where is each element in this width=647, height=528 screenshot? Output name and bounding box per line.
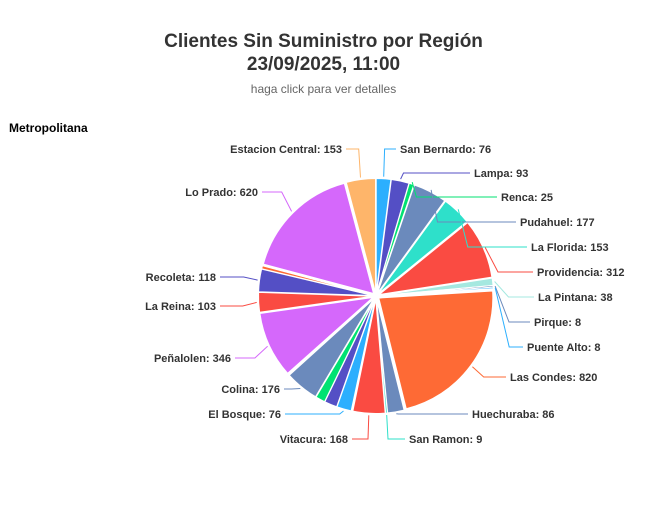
data-label-la-pintana: La Pintana: 38 [538, 292, 613, 304]
data-label-penalolen: Peñalolen: 346 [154, 353, 231, 365]
connector-lo-prado [262, 191, 293, 212]
connector-penalolen [235, 345, 268, 359]
data-label-el-bosque: El Bosque: 76 [208, 409, 281, 421]
connector-la-pintana [494, 281, 534, 298]
connector-el-bosque [285, 410, 344, 415]
pie-slice-san-ramon[interactable] [375, 299, 388, 414]
data-label-pudahuel: Pudahuel: 177 [520, 217, 595, 229]
connector-lampa [400, 172, 470, 180]
connector-pudahuel [430, 189, 516, 223]
data-label-la-reina: La Reina: 103 [145, 301, 216, 313]
data-label-san-ramon: San Ramon: 9 [409, 434, 482, 446]
pie-slice-las-condes[interactable] [378, 290, 494, 410]
pie-slice-lo-prado[interactable] [262, 182, 375, 295]
data-label-la-florida: La Florida: 153 [531, 242, 609, 254]
chart-title-line-1: Clientes Sin Suministro por Región [164, 31, 483, 52]
region-label: Metropolitana [9, 121, 88, 135]
data-label-puente-alto: Puente Alto: 8 [527, 342, 601, 354]
pie-slice-estacion-central[interactable] [345, 178, 377, 293]
pie-slice-penalolen[interactable] [259, 296, 375, 374]
pie-slice-renca[interactable] [376, 182, 415, 293]
pie-data-labels: San Bernardo: 76 Lampa: 93 Renca: 25 Pudahu… [145, 144, 624, 446]
connector-san-ramon [386, 414, 405, 440]
connector-estacion-central [346, 148, 361, 178]
data-label-huechuraba: Huechuraba: 86 [472, 409, 555, 421]
data-label-providencia: Providencia: 312 [537, 267, 624, 279]
data-label-colina: Colina: 176 [221, 384, 280, 396]
pie-slice-vitacura[interactable] [352, 299, 386, 414]
connector-san-bernardo [383, 148, 396, 177]
connector-renca [411, 181, 497, 198]
connector-recoleta [220, 276, 258, 281]
data-label-san-bernardo: San Bernardo: 76 [400, 144, 491, 156]
data-label-las-condes: Las Condes: 820 [510, 372, 597, 384]
data-label-estacion-central: Estacion Central: 153 [230, 144, 342, 156]
pie-slice-macul[interactable] [287, 297, 374, 376]
connector-puente-alto [494, 287, 523, 348]
chart-title: Clientes Sin Suministro por Región 23/09… [0, 30, 647, 76]
chart-subtitle: haga click para ver detalles [250, 82, 397, 96]
pie-slice-puente-alto[interactable] [379, 286, 494, 297]
data-label-lo-prado: Lo Prado: 620 [185, 187, 258, 199]
pie-slice-la-reina[interactable] [258, 291, 373, 313]
data-label-vitacura: Vitacura: 168 [280, 434, 348, 446]
data-label-pirque: Pirque: 8 [534, 317, 581, 329]
pie-slice-colina[interactable] [288, 298, 375, 398]
connector-colina [284, 388, 301, 390]
pie-slices [258, 178, 494, 414]
connector-vitacura [352, 415, 370, 440]
connector-pirque [494, 285, 530, 323]
data-label-recoleta: Recoleta: 118 [146, 272, 216, 284]
pie-slice-cerro-navia[interactable] [261, 265, 373, 296]
chart-title-line-2: 23/09/2025, 11:00 [246, 54, 401, 75]
pie-slice-pudahuel[interactable] [377, 184, 446, 294]
connector-las-condes [472, 366, 506, 378]
data-label-lampa: Lampa: 93 [474, 168, 528, 180]
data-label-renca: Renca: 25 [501, 192, 553, 204]
pie-slice-san-bernardo[interactable] [375, 178, 392, 293]
connector-la-florida [457, 209, 527, 248]
pie-slice-providencia[interactable] [377, 221, 493, 296]
pie-slice-conchali[interactable] [315, 298, 375, 403]
connector-providencia [484, 247, 533, 273]
connector-la-reina [220, 301, 257, 307]
